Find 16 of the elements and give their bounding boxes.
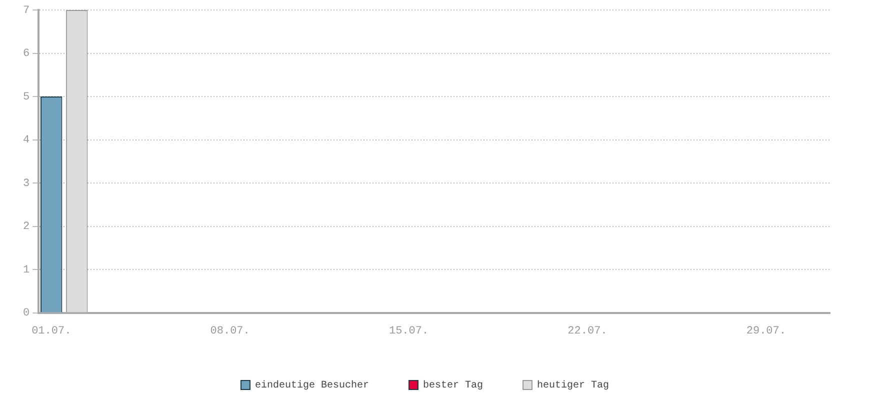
y-tick-label: 2 (22, 221, 30, 234)
y-tick-label: 7 (22, 4, 30, 17)
legend-label: bester Tag (423, 380, 484, 392)
y-tick-label: 3 (22, 178, 30, 190)
x-tick-label: 15.07. (388, 325, 429, 338)
legend-label: eindeutige Besucher (254, 380, 370, 392)
y-tick-label: 5 (22, 91, 30, 104)
x-tick-label: 08.07. (210, 325, 250, 338)
x-tick-label: 29.07. (746, 325, 786, 338)
y-tick-label: 1 (22, 264, 30, 276)
y-tick-label: 4 (22, 134, 30, 147)
x-tick-label: 01.07. (32, 325, 72, 338)
legend-label: heutiger Tag (537, 380, 610, 392)
y-tick-label: 6 (22, 48, 30, 60)
y-tick-label: 0 (22, 308, 30, 320)
x-tick-label: 22.07. (568, 325, 608, 338)
